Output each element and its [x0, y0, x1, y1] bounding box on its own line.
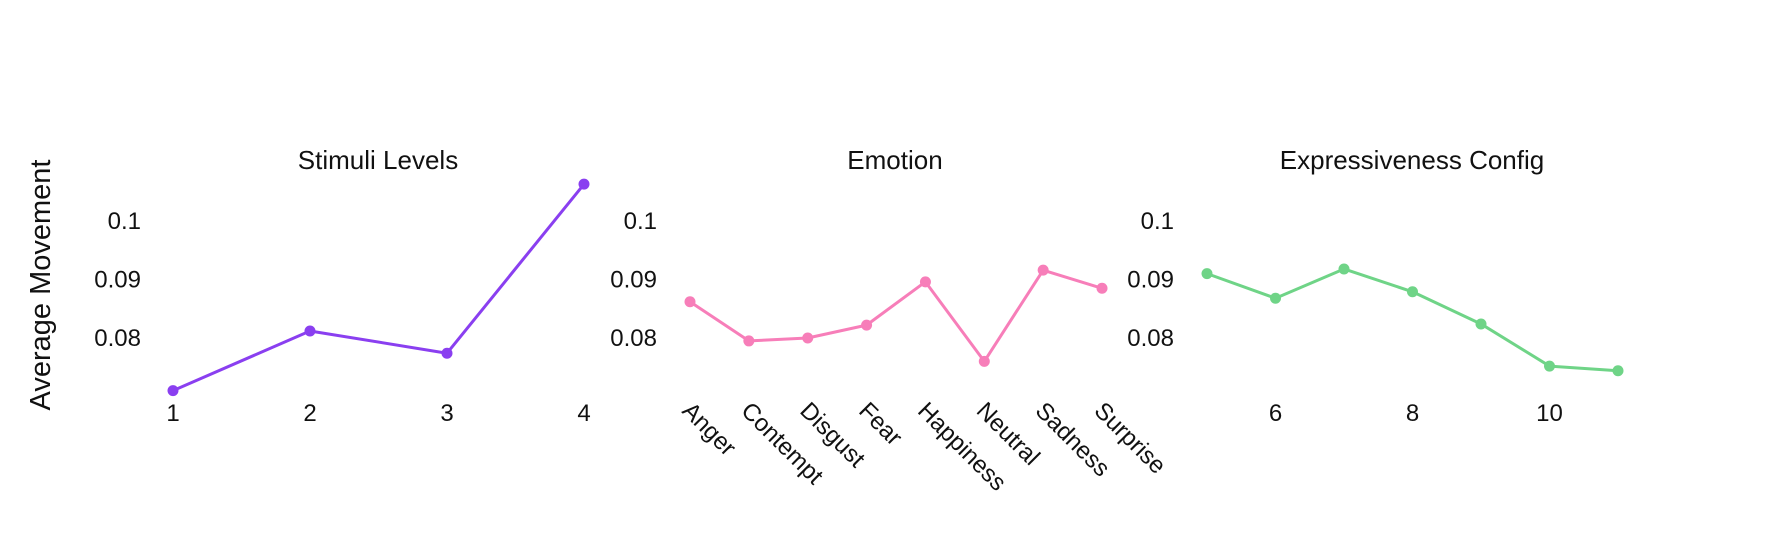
emotion-point-2	[802, 332, 814, 344]
stimuli-levels-point-1	[304, 325, 316, 337]
expressiveness-config-x-tick-0: 6	[1269, 400, 1282, 427]
emotion-point-4	[919, 276, 931, 288]
emotion-series-line	[689, 268, 1103, 363]
stimuli-levels-point-0	[167, 385, 179, 397]
stimuli-levels-y-tick-2: 0.1	[108, 208, 141, 235]
panel-emotion: Emotion 0.080.090.1AngerContemptDisgustF…	[610, 145, 1171, 496]
emotion-y-tick-0: 0.08	[610, 325, 657, 352]
expressiveness-config-point-3	[1407, 286, 1418, 298]
stimuli-levels-x-tick-1: 2	[303, 400, 316, 427]
emotion-y-tick-1: 0.09	[610, 267, 657, 294]
y-axis-title: Average Movement	[25, 160, 57, 411]
emotion-point-0	[684, 296, 696, 308]
emotion-x-tick-fear: Fear	[853, 397, 907, 451]
stimuli-levels-x-tick-3: 4	[577, 400, 590, 427]
emotion-point-7	[1096, 282, 1108, 294]
expressiveness-config-x-tick-1: 8	[1406, 400, 1419, 427]
expressiveness-config-point-1	[1270, 292, 1281, 304]
stimuli-levels-series-line	[172, 183, 586, 393]
panel-stimuli-levels: Stimuli Levels 0.08 0.09 0.1 1 2 3 4	[94, 145, 590, 427]
emotion-point-3	[861, 319, 873, 331]
expressiveness-config-point-0	[1201, 268, 1213, 280]
stimuli-levels-y-tick-0: 0.08	[94, 325, 141, 352]
panel-expressiveness-config: Expressiveness Config 0.08 0.09 0.1 6 8 10	[1127, 145, 1624, 427]
emotion-point-6	[1037, 264, 1049, 276]
expressiveness-config-y-tick-0: 0.08	[1127, 325, 1174, 352]
panel-title-expressiveness-config: Expressiveness Config	[1280, 145, 1544, 175]
expressiveness-config-x-tick-2: 10	[1536, 400, 1563, 427]
emotion-x-tick-anger: Anger	[677, 397, 741, 461]
stimuli-levels-point-2	[441, 347, 453, 359]
expressiveness-config-point-6	[1612, 365, 1624, 377]
stimuli-levels-x-tick-2: 3	[440, 400, 453, 427]
panel-title-emotion: Emotion	[847, 145, 942, 175]
expressiveness-config-y-tick-2: 0.1	[1141, 208, 1174, 235]
expressiveness-config-point-4	[1475, 318, 1487, 330]
emotion-point-1	[743, 335, 755, 347]
expressiveness-config-point-5	[1544, 360, 1555, 372]
expressiveness-config-y-tick-1: 0.09	[1127, 267, 1174, 294]
emotion-y-tick-2: 0.1	[624, 208, 657, 235]
stimuli-levels-y-tick-1: 0.09	[94, 267, 141, 294]
stimuli-levels-point-3	[578, 178, 590, 190]
stimuli-levels-x-tick-0: 1	[166, 400, 179, 427]
expressiveness-config-series-line	[1206, 267, 1619, 373]
panel-title-stimuli-levels: Stimuli Levels	[298, 145, 458, 175]
emotion-point-5	[978, 355, 990, 367]
expressiveness-config-point-2	[1338, 263, 1350, 275]
